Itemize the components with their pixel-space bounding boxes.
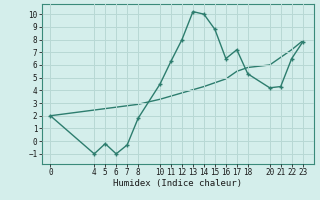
X-axis label: Humidex (Indice chaleur): Humidex (Indice chaleur) [113, 179, 242, 188]
